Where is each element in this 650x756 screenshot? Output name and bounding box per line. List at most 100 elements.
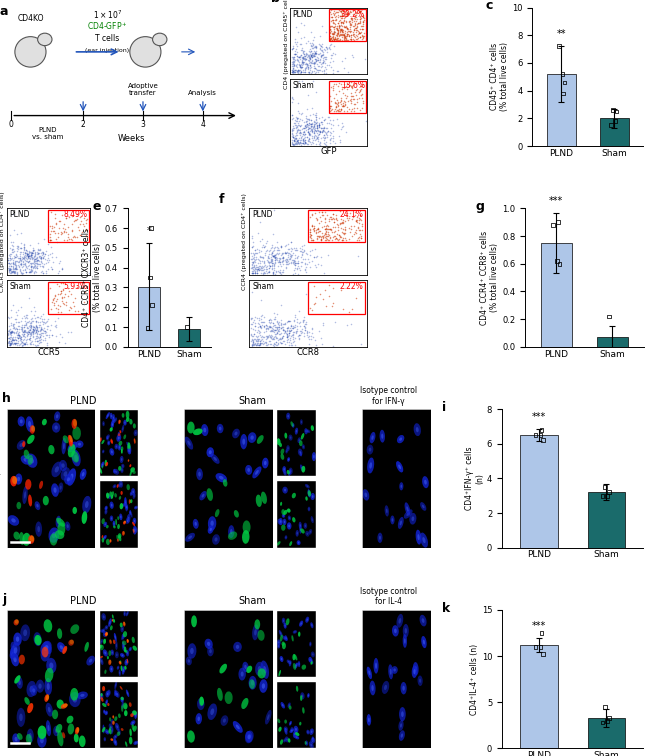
Point [301, 48, 311, 60]
Point [26, 316, 36, 328]
Text: 8.49%: 8.49% [64, 210, 88, 219]
Point [309, 56, 320, 68]
Point [312, 223, 322, 235]
Point [250, 338, 260, 350]
Point [12, 259, 23, 271]
Point [299, 320, 309, 332]
Point [251, 339, 261, 352]
Ellipse shape [302, 707, 305, 714]
Point [306, 333, 316, 345]
Point [72, 281, 82, 293]
Point [287, 249, 297, 261]
Point [280, 318, 290, 330]
Point [24, 259, 34, 271]
Point [255, 260, 265, 272]
Point [333, 105, 343, 117]
Text: 4: 4 [200, 119, 205, 129]
Ellipse shape [112, 619, 115, 623]
Point [79, 212, 89, 225]
Point [3, 327, 13, 339]
Point [281, 259, 292, 271]
Point [338, 234, 348, 246]
Ellipse shape [82, 511, 87, 524]
Point [309, 60, 319, 73]
Point [302, 119, 312, 132]
Point [297, 55, 307, 67]
Point [304, 117, 315, 129]
Point [320, 300, 331, 312]
Point [330, 222, 340, 234]
Point [9, 250, 20, 262]
Point [16, 323, 27, 335]
Point [320, 227, 330, 239]
Point [307, 135, 317, 147]
Point [300, 321, 310, 333]
Ellipse shape [367, 667, 372, 679]
Point [297, 137, 307, 149]
Point [320, 132, 330, 144]
Ellipse shape [307, 731, 309, 733]
Point [325, 33, 335, 45]
Point [19, 324, 29, 336]
Point [248, 256, 258, 268]
Point [341, 33, 351, 45]
Point [336, 217, 346, 229]
Ellipse shape [307, 533, 308, 535]
Point [261, 262, 272, 274]
Ellipse shape [77, 692, 88, 699]
Point [269, 338, 280, 350]
Point [25, 265, 35, 277]
Point [27, 246, 37, 259]
Point [294, 329, 305, 341]
Ellipse shape [13, 633, 21, 646]
Point [8, 275, 18, 287]
Point [339, 29, 350, 41]
Ellipse shape [289, 469, 291, 476]
Ellipse shape [399, 707, 406, 721]
Ellipse shape [120, 696, 124, 702]
Point [289, 255, 299, 267]
Ellipse shape [122, 668, 124, 671]
Point [272, 255, 282, 267]
Point [19, 253, 29, 265]
Ellipse shape [134, 438, 135, 444]
Point [327, 30, 337, 42]
Point [347, 51, 358, 63]
Point [6, 236, 16, 248]
Point [8, 322, 18, 334]
Point [283, 330, 294, 342]
Point [45, 231, 55, 243]
Point [292, 268, 303, 280]
Point [309, 46, 320, 58]
Point [298, 56, 309, 68]
Point [341, 91, 351, 104]
Point [349, 98, 359, 110]
Ellipse shape [400, 485, 402, 488]
Point [274, 321, 284, 333]
Point [6, 319, 16, 331]
Point [12, 323, 23, 335]
Point [305, 223, 315, 235]
Point [261, 336, 271, 349]
Ellipse shape [233, 721, 242, 733]
Point [287, 66, 297, 78]
Point [54, 222, 64, 234]
Text: Sham: Sham [252, 282, 274, 291]
Point [345, 25, 356, 37]
Point [49, 212, 60, 224]
Point [335, 205, 345, 217]
Point [282, 331, 293, 343]
Point [313, 222, 324, 234]
Point [47, 263, 57, 275]
Point [21, 262, 32, 274]
Point [289, 321, 299, 333]
Point [332, 22, 342, 34]
Point [74, 224, 85, 236]
Point [10, 338, 20, 350]
Point [293, 54, 304, 66]
Point [247, 231, 257, 243]
Ellipse shape [101, 538, 104, 543]
Point [314, 64, 324, 76]
Point [340, 26, 350, 39]
Point [246, 259, 257, 271]
